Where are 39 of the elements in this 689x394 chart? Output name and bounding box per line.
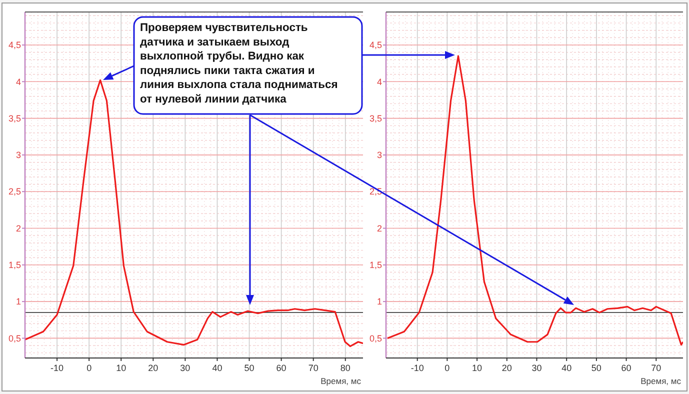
x-tick-label: 20 [502,363,512,373]
y-tick-label: 0,5 [369,333,382,344]
x-axis-title: Время, мс [320,376,362,386]
x-tick-label: 60 [276,363,286,373]
x-tick-label: 0 [86,363,92,373]
x-tick-label: 10 [116,363,126,373]
y-tick-label: 4 [16,76,21,87]
x-tick-label: -10 [410,363,424,373]
x-tick-label: 70 [651,363,662,373]
y-tick-label: 3 [16,150,21,160]
x-tick-label: 10 [472,363,482,373]
y-tick-label: 2 [16,223,21,234]
x-tick-label: -10 [50,363,64,373]
x-tick-label: 30 [180,363,190,373]
x-tick-label: 50 [591,363,602,373]
y-tick-label: 3 [376,150,382,160]
x-tick-label: 70 [308,363,318,373]
y-tick-label: 3,5 [369,113,382,124]
y-tick-label: 3,5 [8,113,21,124]
x-tick-label: 40 [212,363,222,373]
y-tick-label: 1,5 [369,260,382,270]
x-tick-label: 60 [621,363,632,373]
x-tick-label: 40 [562,363,572,373]
y-tick-label: 1 [16,296,21,307]
y-tick-label: 1,5 [8,260,21,270]
y-tick-label: 4 [376,76,382,87]
x-tick-label: 20 [148,363,158,373]
y-tick-label: 4,5 [8,40,21,50]
y-tick-label: 0,5 [8,333,21,344]
y-tick-label: 4,5 [369,40,382,50]
y-tick-label: 2 [376,223,382,234]
annotation: Проверяем чувствительность датчика и затыкаем выход выхлопной трубы. Видно как поднялись пики такта сжатия и линия выхлопа стала подниматься от нулевой линии датчика [140,22,338,106]
y-tick-label: 2,5 [8,186,21,197]
x-tick-label: 30 [532,363,542,373]
x-tick-label: 50 [244,363,254,373]
x-axis-title: Время, мс [640,376,682,386]
y-tick-label: 1 [376,296,382,307]
x-tick-label: 0 [444,363,450,373]
x-tick-label: 80 [340,363,350,373]
